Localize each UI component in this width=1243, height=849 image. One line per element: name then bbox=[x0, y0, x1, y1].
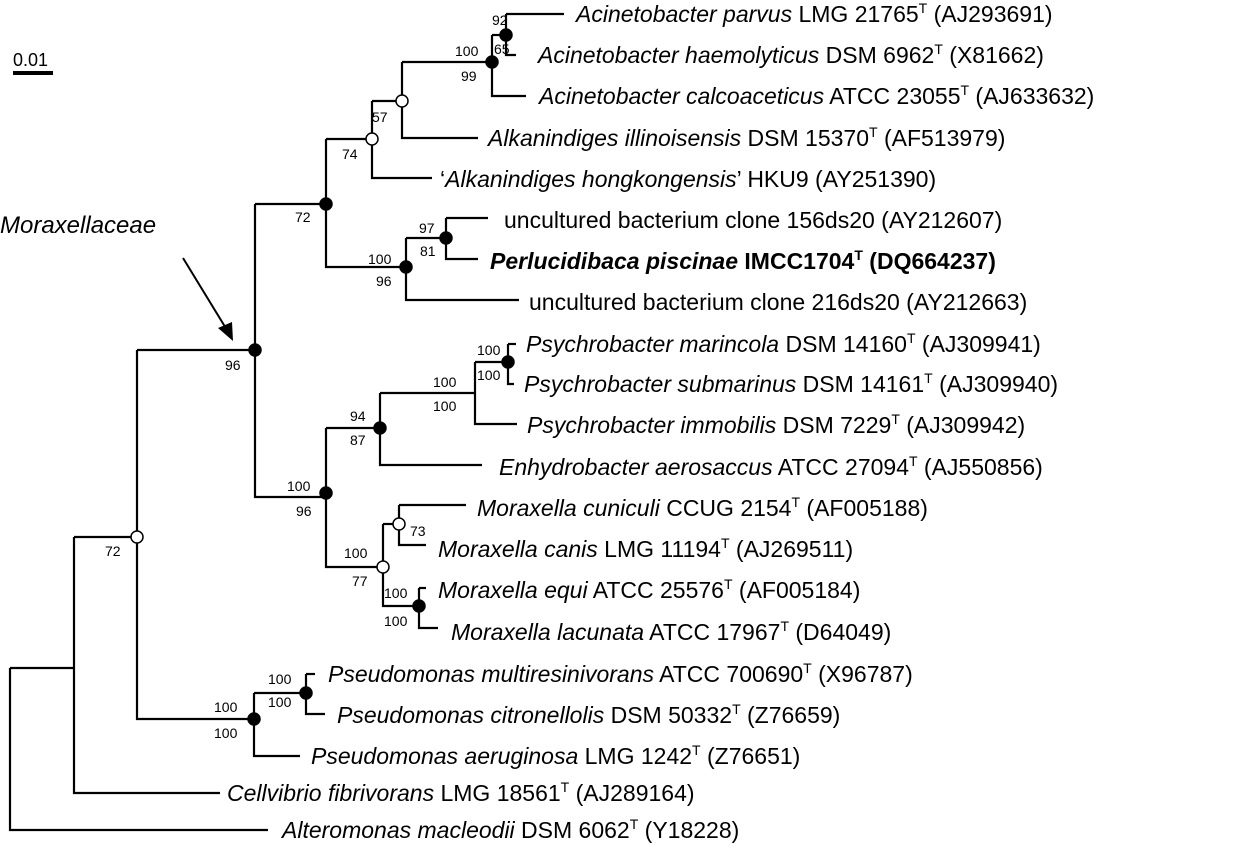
node-psychro-pair bbox=[502, 356, 514, 368]
leaf-label: Acinetobacter haemolyticus DSM 6962T (X8… bbox=[536, 41, 1044, 68]
branch-upper-clade bbox=[326, 139, 406, 267]
bootstrap-value: 94 bbox=[350, 408, 366, 424]
bootstrap-value: 74 bbox=[342, 146, 358, 162]
node-moraxella-cc bbox=[393, 518, 405, 530]
node-uncult-perlu bbox=[440, 232, 452, 244]
leaf-label: Pseudomonas aeruginosa LMG 1242T (Z76651… bbox=[311, 742, 800, 769]
bootstrap-value: 100 bbox=[368, 251, 392, 267]
family-label-moraxellaceae: Moraxellaceae bbox=[0, 212, 156, 239]
node-perlucidibaca-group bbox=[400, 261, 412, 273]
family-arrow bbox=[183, 258, 227, 330]
bootstrap-value: 87 bbox=[350, 432, 366, 448]
bootstrap-value: 72 bbox=[105, 543, 121, 559]
leaf-label: uncultured bacterium clone 156ds20 (AY21… bbox=[504, 207, 1002, 233]
node-upper-moraxellaceae bbox=[320, 198, 332, 210]
leaf-label: Enhydrobacter aerosaccus ATCC 27094T (AJ… bbox=[499, 453, 1043, 480]
node-pseudo-pair bbox=[300, 687, 312, 699]
bootstrap-value: 100 bbox=[268, 671, 292, 687]
leaf-label: uncultured bacterium clone 216ds20 (AY21… bbox=[529, 289, 1027, 315]
leaf-label: ‘Alkanindiges hongkongensis’ HKU9 (AY251… bbox=[440, 166, 936, 192]
node-acineto-alkanindiges bbox=[396, 95, 408, 107]
bootstrap-value: 81 bbox=[420, 243, 436, 259]
leaf-label: Moraxella canis LMG 11194T (AJ269511) bbox=[438, 535, 853, 562]
node-psychro-enhydro bbox=[374, 422, 386, 434]
bootstrap-value: 100 bbox=[433, 374, 457, 390]
bootstrap-value: 96 bbox=[225, 357, 241, 373]
leaf-label-highlighted: Perlucidibaca piscinae IMCC1704T (DQ6642… bbox=[490, 247, 996, 274]
leaf-label: Alkanindiges illinoisensis DSM 15370T (A… bbox=[486, 124, 1005, 151]
bootstrap-value: 100 bbox=[477, 367, 501, 383]
node-acinetobacter bbox=[486, 56, 498, 68]
bootstrap-value: 100 bbox=[344, 545, 368, 561]
bootstrap-value: 96 bbox=[296, 503, 312, 519]
bootstrap-value: 57 bbox=[372, 109, 388, 125]
bootstrap-value: 100 bbox=[433, 398, 457, 414]
bootstrap-value: 72 bbox=[295, 209, 311, 225]
bootstrap-value: 100 bbox=[287, 478, 311, 494]
bootstrap-value: 100 bbox=[455, 43, 479, 59]
node-moraxella-el bbox=[413, 600, 425, 612]
leaf-label: Psychrobacter submarinus DSM 14161T (AJ3… bbox=[524, 370, 1058, 397]
leaf-label: Acinetobacter calcoaceticus ATCC 23055T … bbox=[537, 82, 1094, 109]
bootstrap-value: 100 bbox=[268, 694, 292, 710]
bootstrap-value: 65 bbox=[494, 41, 510, 57]
leaf-label: Pseudomonas multiresinivorans ATCC 70069… bbox=[328, 660, 913, 687]
node-acineto-pair bbox=[500, 29, 512, 41]
node-pseudomonas bbox=[248, 713, 260, 725]
node-moraxella bbox=[377, 561, 389, 573]
bootstrap-value: 100 bbox=[214, 725, 238, 741]
leaf-label: Moraxella lacunata ATCC 17967T (D64049) bbox=[451, 618, 891, 645]
bootstrap-value: 100 bbox=[384, 613, 408, 629]
branch-moraxellaceae bbox=[255, 204, 326, 497]
node-lower-moraxellaceae bbox=[320, 487, 332, 499]
bootstrap-value: 73 bbox=[410, 523, 426, 539]
leaf-label: Pseudomonas citronellolis DSM 50332T (Z7… bbox=[337, 701, 840, 728]
bootstrap-value: 77 bbox=[352, 573, 368, 589]
leaf-label: Alteromonas macleodii DSM 6062T (Y18228) bbox=[280, 816, 739, 843]
leaf-label: Moraxella cuniculi CCUG 2154T (AF005188) bbox=[477, 494, 928, 521]
bootstrap-value: 100 bbox=[214, 699, 238, 715]
family-arrowhead bbox=[218, 322, 233, 341]
bootstrap-value: 100 bbox=[477, 342, 501, 358]
leaf-label: Psychrobacter immobilis DSM 7229T (AJ309… bbox=[527, 411, 1025, 438]
bootstrap-value: 97 bbox=[419, 220, 435, 236]
node-moraxellaceae-pseudomonas bbox=[131, 531, 143, 543]
leaf-label: Cellvibrio fibrivorans LMG 18561T (AJ289… bbox=[227, 779, 695, 806]
node-moraxellaceae bbox=[249, 344, 261, 356]
leaf-label: Moraxella equi ATCC 25576T (AF005184) bbox=[438, 576, 860, 603]
bootstrap-value: 96 bbox=[376, 273, 392, 289]
bootstrap-value: 100 bbox=[384, 585, 408, 601]
leaf-label: Psychrobacter marincola DSM 14160T (AJ30… bbox=[526, 330, 1041, 357]
node-alkanindiges-group bbox=[366, 133, 378, 145]
branch-psychro-enhydro bbox=[380, 393, 482, 465]
leaf-label: Acinetobacter parvus LMG 21765T (AJ29369… bbox=[574, 0, 1053, 27]
scale-bar-label: 0.01 bbox=[13, 50, 48, 70]
branch-cellvibrio-node bbox=[74, 537, 220, 793]
bootstrap-value: 99 bbox=[461, 68, 477, 84]
branch-node72 bbox=[137, 350, 254, 719]
bootstrap-value: 92 bbox=[492, 12, 508, 28]
bootstrap-values: 92 65 100 99 57 74 72 97 81 100 96 96 10… bbox=[105, 12, 510, 741]
